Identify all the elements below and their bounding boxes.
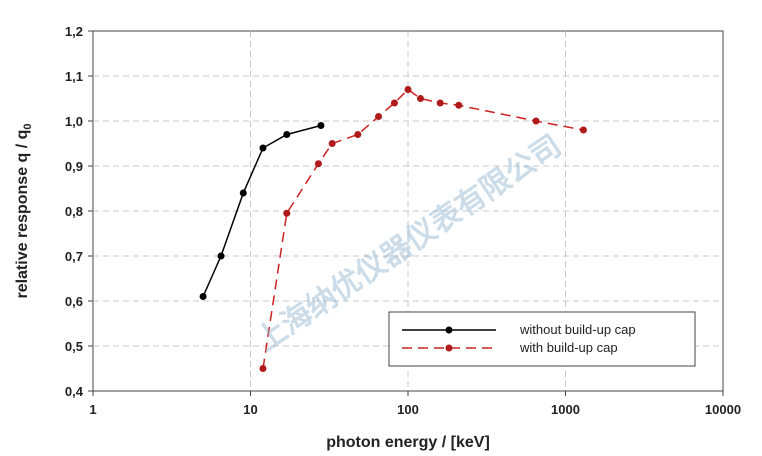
- data-point-with-cap: [404, 86, 412, 93]
- tick-labels: 0,4 0,5 0,6 0,7 0,8 0,9 1,0 1,1 1,2 1 10 100 1000 100…: [65, 24, 741, 417]
- data-point-without-cap: [239, 189, 247, 197]
- data-point-with-cap: [416, 95, 424, 102]
- data-point-with-cap: [328, 140, 336, 147]
- legend-marker-with-cap: [445, 344, 453, 352]
- y-tick-label: 0,7: [65, 249, 83, 264]
- data-point-with-cap: [354, 131, 362, 138]
- data-point-with-cap: [390, 99, 398, 107]
- series-group: [199, 86, 587, 372]
- data-point-with-cap: [314, 160, 322, 168]
- x-tick-label: 1: [89, 402, 96, 417]
- x-tick-label: 10000: [705, 402, 741, 417]
- y-tick-label: 1,1: [65, 69, 83, 84]
- y-tick-label: 0,4: [65, 384, 84, 399]
- y-tick-label: 0,9: [65, 159, 83, 174]
- y-axis-title-subscript: 0: [22, 123, 34, 129]
- legend-label-with-cap: with build-up cap: [519, 340, 618, 355]
- x-tick-label: 10: [243, 402, 257, 417]
- legend-box: [388, 311, 696, 367]
- legend-marker-without-cap: [445, 326, 453, 334]
- y-tick-label: 1,0: [65, 114, 83, 129]
- data-point-with-cap: [375, 113, 383, 120]
- data-point-with-cap: [532, 117, 540, 125]
- data-point-with-cap: [283, 209, 291, 217]
- series-line-without-cap: [202, 124, 322, 297]
- y-axis-title-main: relative response q / q: [14, 130, 31, 299]
- y-tick-label: 1,2: [65, 24, 83, 39]
- legend: without build-up cap with build-up cap: [388, 311, 696, 367]
- data-point-with-cap: [259, 365, 267, 372]
- data-point-with-cap: [579, 126, 587, 134]
- x-tick-label: 100: [397, 402, 419, 417]
- data-point-without-cap: [317, 122, 325, 129]
- data-point-without-cap: [259, 144, 267, 152]
- y-tick-label: 0,8: [65, 204, 83, 219]
- data-point-with-cap: [455, 101, 463, 109]
- x-axis-title: photon energy / [keV]: [326, 434, 490, 451]
- legend-label-without-cap: without build-up cap: [519, 322, 636, 337]
- x-tick-label: 1000: [551, 402, 580, 417]
- y-tick-label: 0,6: [65, 294, 83, 309]
- y-axis-title: relative response q / q0: [14, 123, 34, 298]
- y-tick-label: 0,5: [65, 339, 83, 354]
- data-point-with-cap: [436, 99, 444, 107]
- data-point-without-cap: [217, 252, 225, 260]
- data-point-without-cap: [283, 131, 291, 138]
- data-point-without-cap: [199, 293, 207, 300]
